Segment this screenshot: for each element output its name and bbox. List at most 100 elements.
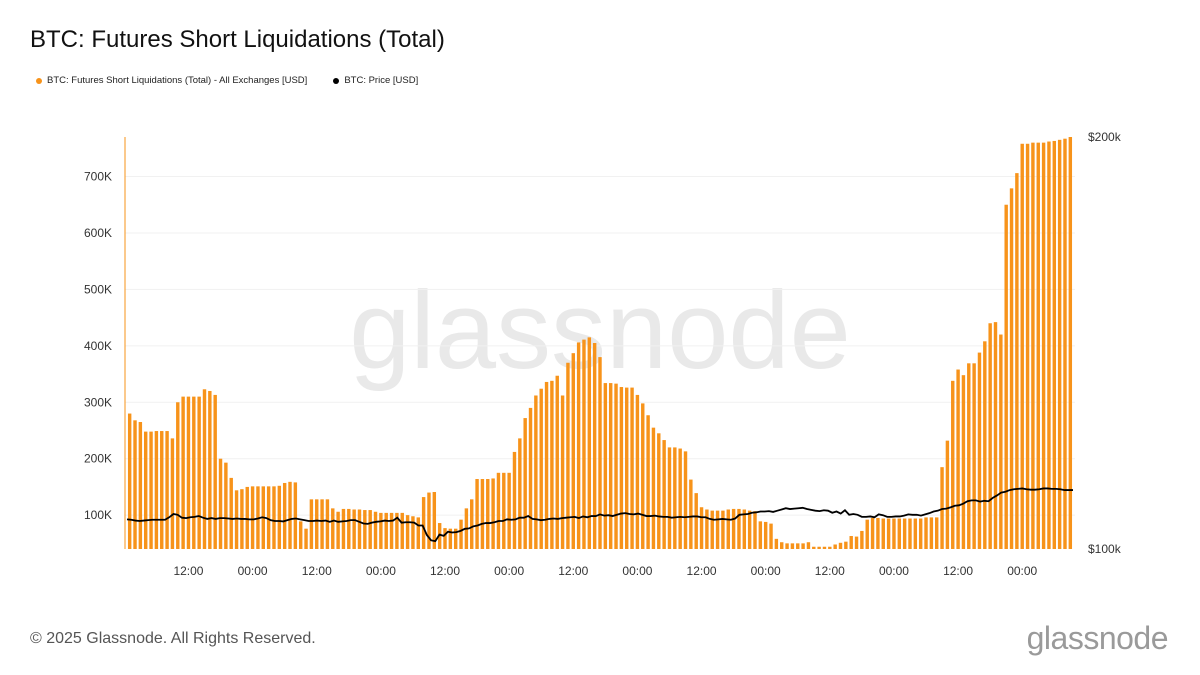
bar [496,472,501,549]
bar [860,530,864,549]
bar [673,447,677,549]
bar [774,538,779,549]
bar [368,510,372,549]
y-tick-label: 300K [84,395,112,409]
bar [320,499,324,549]
bar [849,536,853,549]
bar [245,486,249,549]
bar [432,491,437,549]
bar [1068,137,1073,549]
bar [822,546,827,549]
y2-tick-label: $200k [1088,130,1122,144]
bar [940,467,944,549]
bar [1041,142,1046,549]
bar [544,381,549,549]
bar [331,508,335,549]
bar [165,431,169,549]
bar [1015,173,1019,549]
bar [598,357,602,549]
x-tick-label: 00:00 [751,564,781,578]
bar [972,363,976,549]
bar [961,375,966,549]
bar [143,431,148,549]
bar [571,353,575,549]
legend-item-liquidations[interactable]: BTC: Futures Short Liquidations (Total) … [36,75,307,86]
y-tick-label: 700K [84,170,112,184]
bar [881,518,885,549]
bar [945,440,950,549]
bar [149,431,153,549]
x-tick-label: 12:00 [558,564,588,578]
bar [651,427,656,549]
bar [448,528,453,549]
bar [801,543,805,549]
bar [363,510,367,549]
bar [780,542,784,549]
price-line [126,487,1073,543]
bar [421,497,426,549]
bar [886,518,891,549]
x-tick-label: 00:00 [494,564,524,578]
bar [812,546,816,549]
bar [1025,143,1030,550]
x-tick-label: 00:00 [366,564,396,578]
bar [817,546,821,549]
bar [918,518,923,549]
legend-swatch-price [333,77,340,84]
bar [667,447,672,549]
bar [967,363,971,549]
bar [913,518,918,549]
bar [993,322,998,549]
bar [218,458,223,549]
bar [705,509,709,549]
legend: BTC: Futures Short Liquidations (Total) … [36,75,418,86]
bar [502,472,506,549]
bar [662,440,666,549]
x-tick-label: 00:00 [879,564,909,578]
bar [988,323,992,549]
bar [518,438,522,549]
bar [753,511,757,549]
bar [475,479,479,549]
x-tick-label: 12:00 [815,564,845,578]
bar [213,394,217,549]
bar [929,517,934,549]
bar [678,448,682,549]
x-tick-label: 12:00 [943,564,973,578]
bar [389,512,394,549]
bar [699,507,704,549]
bar [1052,140,1057,549]
brand-logo: glassnode [1026,620,1169,656]
bar [154,431,159,549]
bar [373,511,378,549]
bar [1009,188,1014,550]
bar [309,499,314,549]
copyright-text: © 2025 Glassnode. All Rights Reserved. [30,630,316,647]
y-tick-label: 400K [84,339,112,353]
bar [298,521,303,549]
bar [747,510,752,549]
bar [315,499,319,549]
bar [876,517,880,549]
bar [224,462,228,549]
bar [935,517,939,549]
bar [400,512,404,549]
bar [384,512,388,549]
y-axis-labels: 100K 200K 300K 400K 500K 600K 700K [84,170,112,523]
bar [160,431,164,549]
y2-tick-label: $100k [1088,542,1122,556]
bar [902,518,907,549]
bar [646,415,650,549]
bar [683,451,688,549]
bar [341,508,346,549]
bar [560,395,565,549]
bar [694,493,698,549]
bar [977,352,982,549]
bar [293,482,298,549]
bar [555,375,559,549]
bar [710,510,714,549]
legend-item-price[interactable]: BTC: Price [USD] [333,75,418,86]
bar [924,517,928,549]
x-tick-label: 12:00 [687,564,717,578]
bar [480,479,485,549]
